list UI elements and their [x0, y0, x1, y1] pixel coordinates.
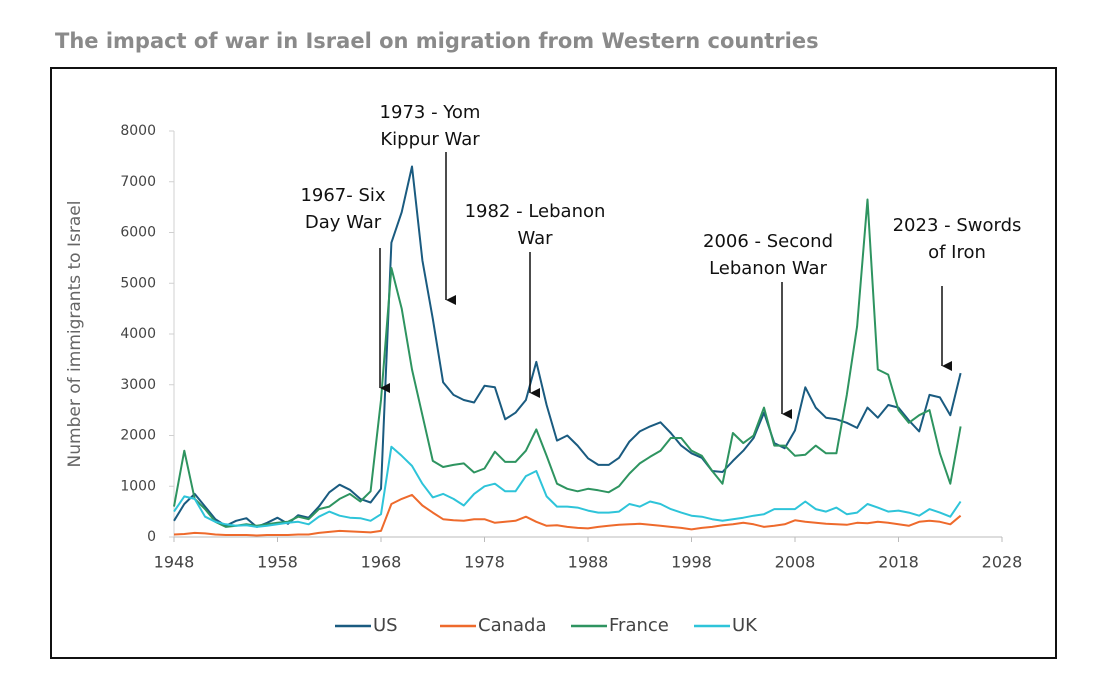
x-tick-label: 1978	[464, 553, 505, 572]
annotation: 1973 - Yom	[380, 102, 481, 123]
annotation: 1967- Six	[300, 185, 385, 206]
legend-label: Canada	[478, 615, 547, 636]
y-axis-label: Number of immigrants to Israel	[65, 201, 85, 468]
legend-label: UK	[732, 615, 758, 636]
x-tick-label: 2018	[878, 553, 919, 572]
line-series	[173, 165, 962, 528]
line-series	[173, 445, 962, 528]
line-series	[173, 198, 962, 528]
x-tick-label: 1968	[361, 553, 402, 572]
y-tick-label: 4000	[120, 326, 156, 342]
y-tick-label: 0	[147, 529, 156, 545]
annotation: 1982 - Lebanon	[465, 201, 606, 222]
annotation: Lebanon War	[709, 258, 827, 279]
x-tick-label: 1988	[568, 553, 609, 572]
legend-label: US	[373, 615, 398, 636]
y-tick-label: 2000	[120, 428, 156, 444]
annotation: 2006 - Second	[703, 231, 833, 252]
x-tick-label: 1998	[671, 553, 712, 572]
annotation: Day War	[305, 212, 382, 233]
y-tick-label: 1000	[120, 478, 156, 494]
x-tick-label: 1948	[154, 553, 195, 572]
annotation: War	[517, 228, 553, 249]
x-tick-label: 1958	[257, 553, 298, 572]
x-tick-label: 2008	[775, 553, 816, 572]
annotation: 2023 - Swords	[893, 215, 1022, 236]
y-tick-label: 6000	[120, 225, 156, 241]
annotation: Kippur War	[380, 129, 480, 150]
frame	[50, 67, 1057, 659]
y-tick-label: 5000	[120, 275, 156, 291]
x-tick-label: 2028	[982, 553, 1023, 572]
legend-label: France	[609, 615, 669, 636]
y-tick-label: 8000	[120, 123, 156, 139]
y-tick-label: 7000	[120, 174, 156, 190]
annotation: of Iron	[928, 242, 986, 263]
chart-title: The impact of war in Israel on migration…	[55, 29, 819, 53]
line-series	[173, 493, 962, 537]
y-tick-label: 3000	[120, 377, 156, 393]
